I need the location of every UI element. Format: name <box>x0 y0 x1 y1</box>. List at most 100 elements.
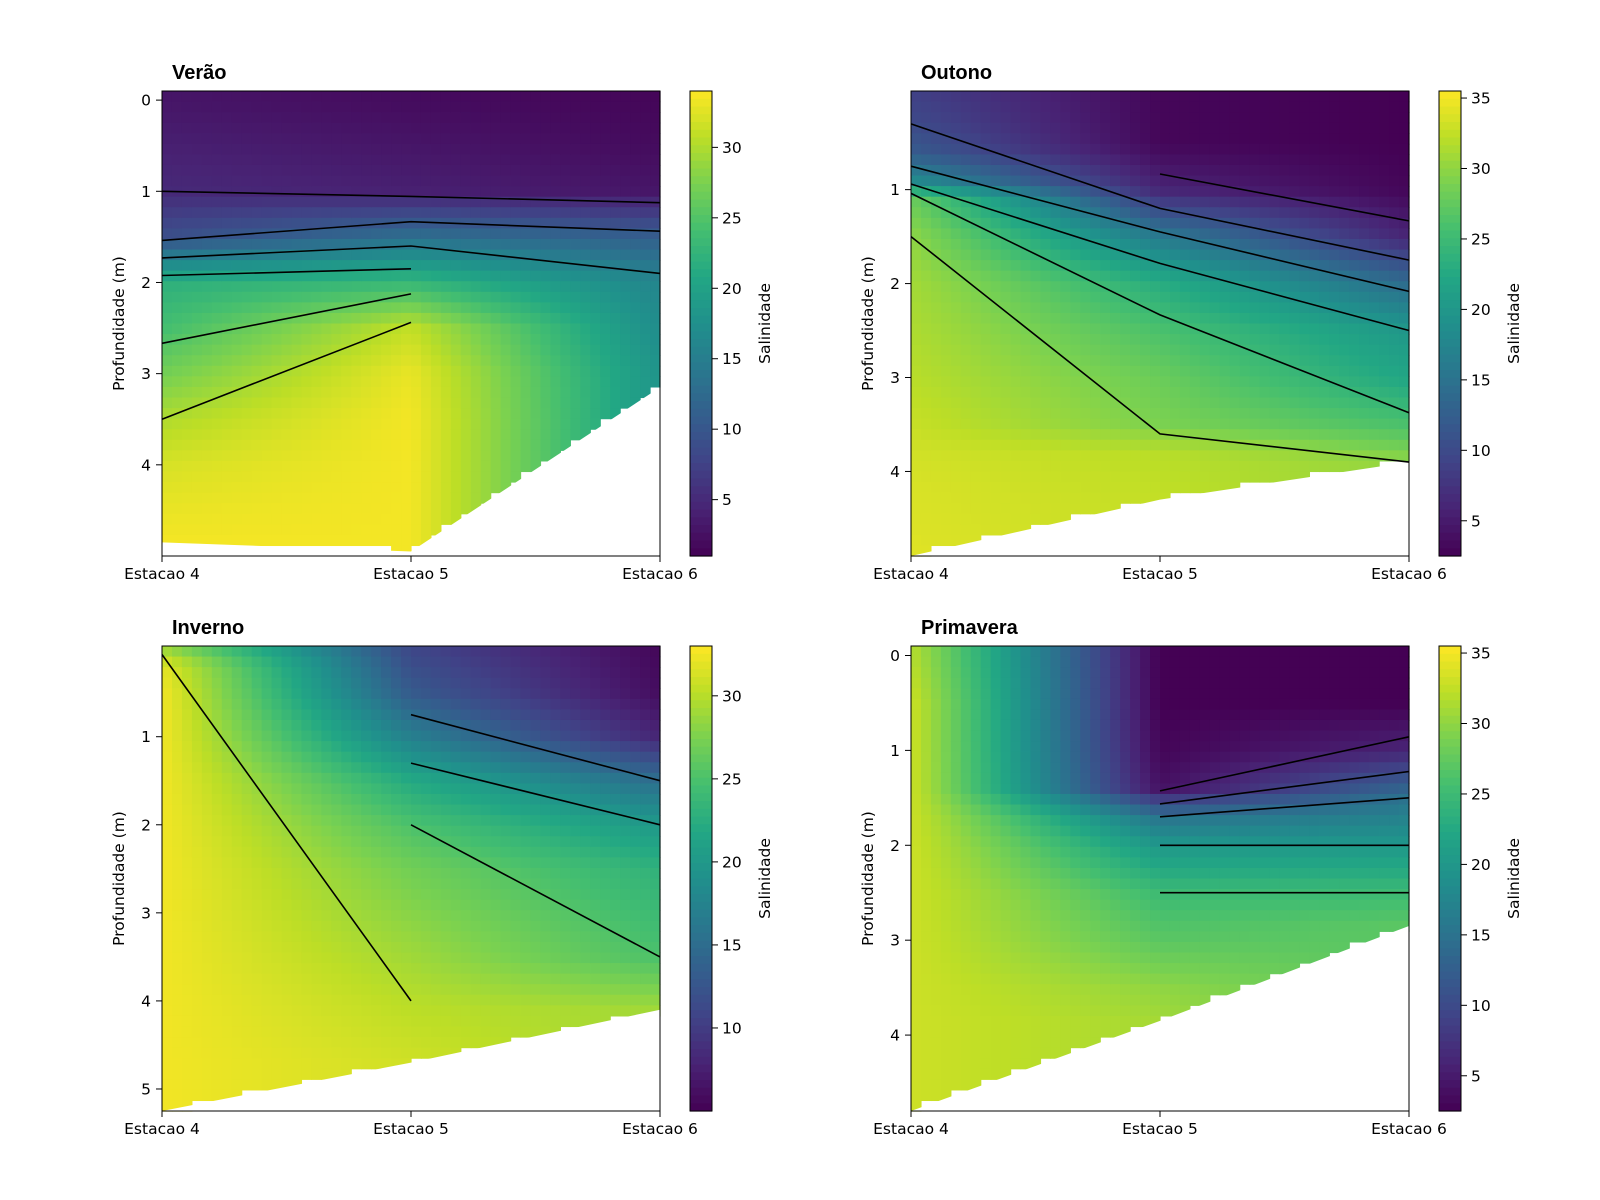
colorbar-segment <box>1439 168 1461 177</box>
field-cell <box>420 418 432 430</box>
field-cell <box>211 973 223 985</box>
field-cell <box>191 217 203 229</box>
field-cell <box>351 952 362 964</box>
field-cell <box>950 175 962 187</box>
field-cell <box>201 762 213 774</box>
field-cell <box>211 772 223 784</box>
field-cell <box>371 207 382 219</box>
field-cell <box>351 418 362 430</box>
field-cell <box>1110 492 1121 504</box>
field-cell <box>500 175 512 187</box>
field-cell <box>171 397 183 409</box>
field-cell <box>1349 164 1360 177</box>
field-cell <box>1289 217 1301 229</box>
field-cell <box>241 386 253 399</box>
field-cell <box>1060 376 1071 388</box>
field-cell <box>1020 376 1032 388</box>
field-cell <box>1239 344 1251 356</box>
field-cell <box>251 1037 263 1049</box>
field-cell <box>401 281 412 293</box>
field-cell <box>1189 302 1201 314</box>
field-cell <box>940 397 952 409</box>
field-cell <box>321 920 332 932</box>
field-cell <box>520 112 532 124</box>
field-cell <box>1070 492 1081 504</box>
field-cell <box>500 249 512 261</box>
field-cell <box>271 878 283 890</box>
field-cell <box>520 323 532 335</box>
field-cell <box>970 429 982 441</box>
field-cell <box>321 952 332 964</box>
field-cell <box>251 143 263 156</box>
field-cell <box>640 249 651 261</box>
field-cell <box>490 334 502 346</box>
field-cell <box>950 154 962 166</box>
field-cell <box>331 762 342 774</box>
field-cell <box>311 503 322 515</box>
field-cell <box>620 291 631 303</box>
field-cell <box>500 143 512 156</box>
field-cell <box>640 365 651 377</box>
field-cell <box>391 471 402 483</box>
field-cell <box>1179 164 1191 177</box>
field-cell <box>520 408 532 420</box>
field-cell <box>580 291 591 303</box>
field-cell <box>1169 397 1181 409</box>
field-cell <box>1289 460 1301 473</box>
field-cell <box>1100 112 1111 124</box>
field-cell <box>381 418 392 430</box>
field-cell <box>291 1068 303 1080</box>
field-cell <box>301 793 312 806</box>
field-cell <box>411 270 422 282</box>
field-cell <box>341 429 352 441</box>
field-cell <box>580 238 591 251</box>
field-cell <box>251 418 263 430</box>
field-cell <box>960 260 972 272</box>
field-cell <box>1229 482 1241 494</box>
field-cell <box>281 783 293 795</box>
field-cell <box>291 334 303 346</box>
field-cell <box>1000 260 1012 272</box>
field-cell <box>1389 323 1400 335</box>
field-cell <box>271 836 283 848</box>
field-cell <box>301 941 312 954</box>
field-cell <box>550 91 561 103</box>
field-cell <box>600 217 611 229</box>
field-cell <box>1319 164 1330 177</box>
field-cell <box>1209 355 1221 367</box>
field-cell <box>1070 450 1081 462</box>
field-cell <box>930 418 942 430</box>
field-cell <box>361 376 372 388</box>
field-cell <box>1040 112 1052 124</box>
field-cell <box>261 238 273 251</box>
field-cell <box>291 397 303 409</box>
field-cell <box>1319 334 1330 346</box>
field-cell <box>291 1037 303 1049</box>
field-cell <box>530 302 542 314</box>
field-cell <box>1179 355 1191 367</box>
field-cell <box>440 112 452 124</box>
field-cell <box>420 281 432 293</box>
field-cell <box>311 492 322 504</box>
field-cell <box>1160 260 1171 272</box>
field-cell <box>1269 323 1281 335</box>
field-cell <box>940 471 952 483</box>
field-cell <box>291 112 303 124</box>
field-cell <box>1349 143 1360 156</box>
field-cell <box>1080 164 1091 177</box>
field-cell <box>460 450 472 462</box>
field-cell <box>1169 302 1181 314</box>
field-cell <box>1389 450 1400 462</box>
field-cell <box>490 91 502 103</box>
field-cell <box>351 963 362 975</box>
field-cell <box>411 122 422 134</box>
field-cell <box>950 492 962 504</box>
field-cell <box>1110 386 1121 399</box>
field-cell <box>271 825 283 837</box>
field-cell <box>520 133 532 145</box>
field-cell <box>381 154 392 166</box>
field-cell <box>1010 312 1022 325</box>
field-cell <box>1229 312 1241 325</box>
field-cell <box>960 112 972 124</box>
field-cell <box>1100 344 1111 356</box>
